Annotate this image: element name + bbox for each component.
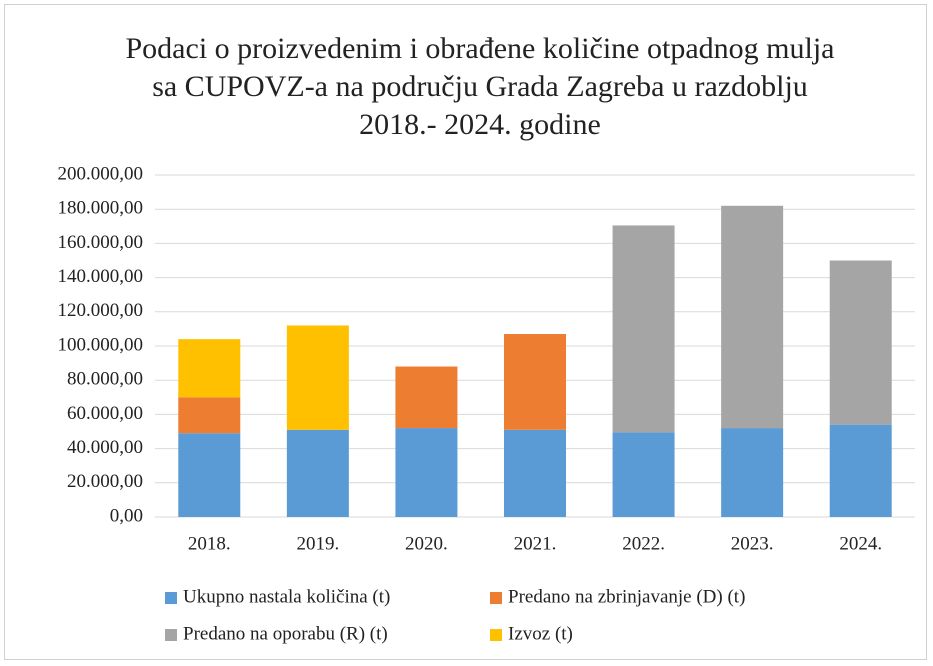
bar-segment bbox=[178, 397, 241, 434]
x-tick-label: 2018. bbox=[188, 533, 231, 554]
bar-segment bbox=[612, 432, 675, 517]
bar-segment bbox=[395, 428, 458, 517]
x-tick-label: 2021. bbox=[514, 533, 557, 554]
legend-label: Predano na oporabu (R) (t) bbox=[183, 623, 388, 644]
bar-segment bbox=[721, 428, 784, 517]
y-tick-label: 0,00 bbox=[110, 505, 143, 526]
bar-segment bbox=[829, 424, 892, 517]
y-tick-label: 40.000,00 bbox=[67, 437, 143, 458]
bar-segment bbox=[829, 260, 892, 425]
bar-segment bbox=[286, 429, 349, 517]
y-tick-label: 140.000,00 bbox=[58, 266, 144, 287]
x-tick-label: 2020. bbox=[405, 533, 448, 554]
x-tick-label: 2023. bbox=[731, 533, 774, 554]
bar-segment bbox=[504, 429, 566, 517]
legend-swatch bbox=[490, 629, 502, 641]
bar-segment bbox=[286, 325, 349, 430]
y-tick-label: 160.000,00 bbox=[58, 232, 144, 253]
bar-segment bbox=[612, 225, 675, 433]
x-tick-label: 2019. bbox=[296, 533, 339, 554]
y-tick-label: 100.000,00 bbox=[58, 334, 144, 355]
legend-swatch bbox=[165, 592, 177, 604]
y-tick-label: 80.000,00 bbox=[67, 369, 143, 390]
legend-label: Izvoz (t) bbox=[508, 623, 573, 644]
x-tick-label: 2022. bbox=[622, 533, 665, 554]
legend-swatch bbox=[165, 629, 177, 641]
bar-segment bbox=[395, 366, 458, 429]
legend-swatch bbox=[490, 592, 502, 604]
y-tick-label: 60.000,00 bbox=[67, 403, 143, 424]
bar-segment bbox=[721, 205, 784, 429]
legend-label: Predano na zbrinjavanje (D) (t) bbox=[508, 586, 745, 607]
bar-segment bbox=[178, 339, 241, 398]
y-tick-label: 200.000,00 bbox=[58, 163, 144, 184]
chart-title: Podaci o proizvedenim i obrađene količin… bbox=[125, 32, 835, 141]
y-tick-label: 180.000,00 bbox=[58, 198, 144, 219]
chart-frame bbox=[4, 4, 927, 660]
bar-segment bbox=[504, 334, 566, 430]
y-tick-label: 20.000,00 bbox=[67, 471, 143, 492]
x-tick-label: 2024. bbox=[839, 533, 882, 554]
bar-segment bbox=[178, 433, 241, 517]
y-tick-label: 120.000,00 bbox=[58, 300, 144, 321]
legend-label: Ukupno nastala količina (t) bbox=[183, 586, 390, 607]
